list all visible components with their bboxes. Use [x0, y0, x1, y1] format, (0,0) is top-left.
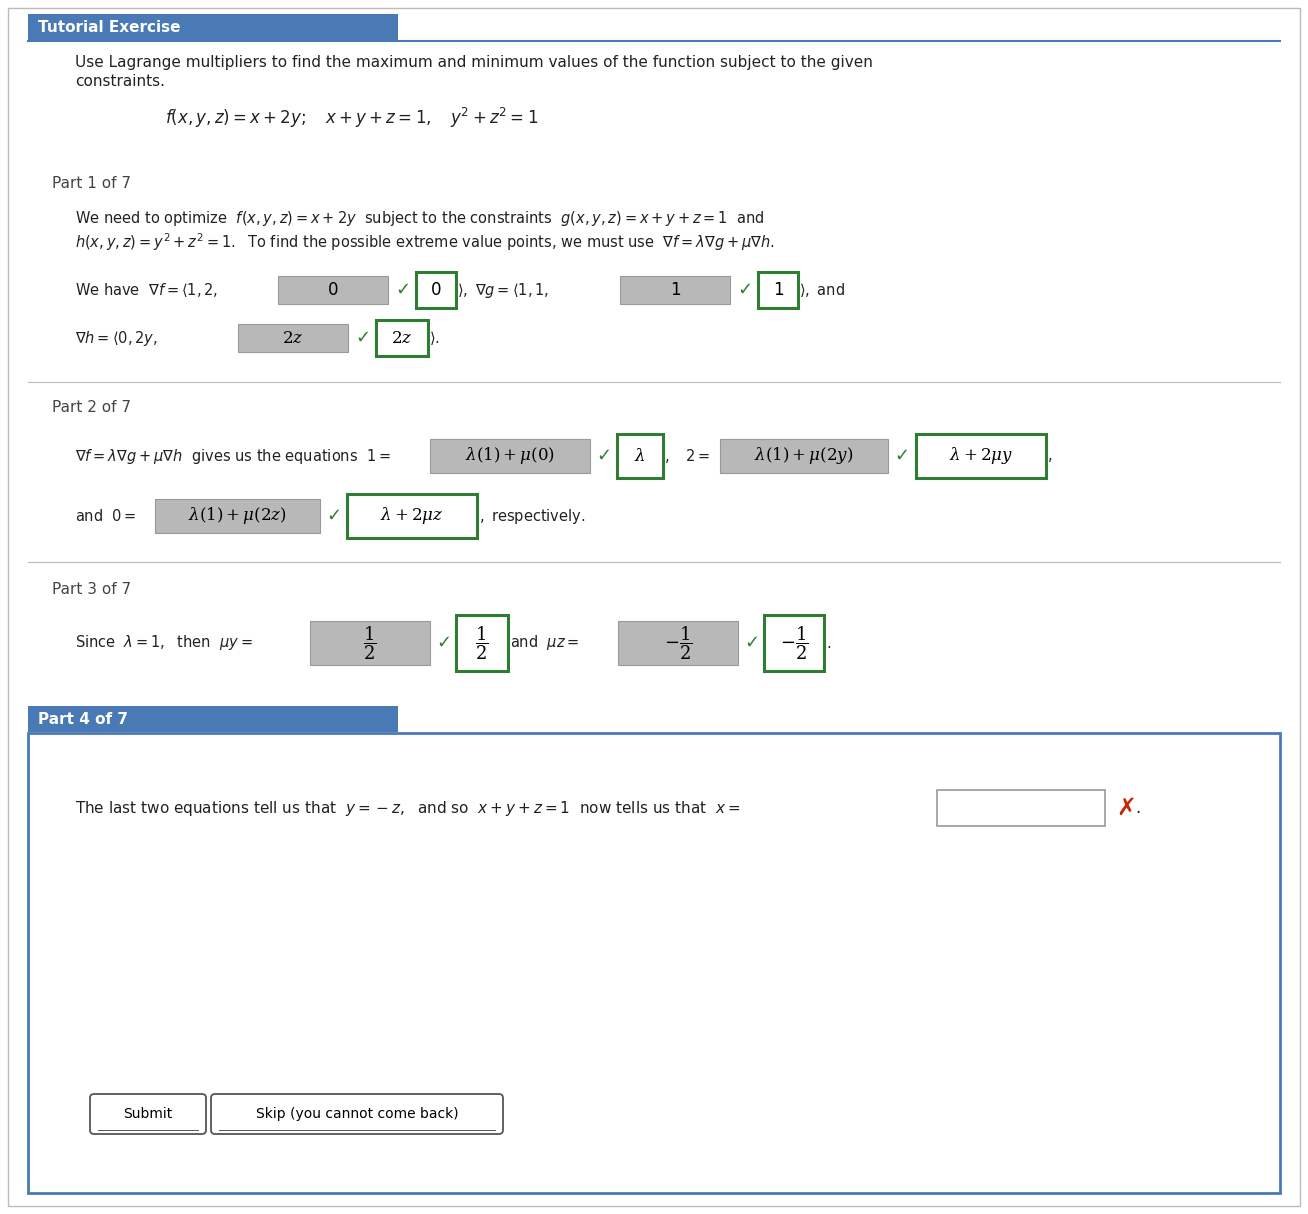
Text: and  $0 =$: and $0 =$ — [75, 507, 136, 524]
Text: $\lambda(1)+\mu(0)$: $\lambda(1)+\mu(0)$ — [466, 446, 555, 466]
Text: $.$: $.$ — [825, 635, 831, 651]
FancyBboxPatch shape — [8, 8, 1300, 1206]
Text: $\lambda+2\mu y$: $\lambda+2\mu y$ — [948, 446, 1014, 466]
FancyBboxPatch shape — [347, 494, 477, 538]
FancyBboxPatch shape — [430, 439, 590, 473]
FancyBboxPatch shape — [279, 276, 388, 304]
FancyBboxPatch shape — [759, 272, 798, 308]
Text: $\lambda(1)+\mu(2y)$: $\lambda(1)+\mu(2y)$ — [755, 446, 854, 466]
Text: Use Lagrange multipliers to find the maximum and minimum values of the function : Use Lagrange multipliers to find the max… — [75, 55, 872, 69]
Text: $\rangle,$: $\rangle,$ — [456, 280, 468, 299]
Text: $\lambda+2\mu z$: $\lambda+2\mu z$ — [381, 505, 443, 527]
FancyBboxPatch shape — [916, 433, 1046, 478]
FancyBboxPatch shape — [238, 324, 348, 352]
Text: ✗: ✗ — [1116, 796, 1135, 819]
Text: $2z$: $2z$ — [391, 329, 413, 347]
FancyBboxPatch shape — [156, 499, 320, 533]
Text: Part 2 of 7: Part 2 of 7 — [52, 401, 131, 415]
FancyBboxPatch shape — [211, 1094, 504, 1134]
Text: $2z$: $2z$ — [283, 329, 303, 347]
Text: 0: 0 — [328, 280, 339, 299]
Text: $\lambda(1)+\mu(2z)$: $\lambda(1)+\mu(2z)$ — [188, 505, 286, 527]
Text: constraints.: constraints. — [75, 74, 165, 90]
Text: .: . — [1135, 799, 1141, 817]
Text: Since  $\lambda = 1,$  then  $\mu y =$: Since $\lambda = 1,$ then $\mu y =$ — [75, 634, 252, 652]
FancyBboxPatch shape — [937, 790, 1105, 826]
FancyBboxPatch shape — [27, 733, 1281, 1193]
Text: ✓: ✓ — [895, 447, 909, 465]
Text: ✓: ✓ — [437, 634, 451, 652]
FancyBboxPatch shape — [620, 276, 730, 304]
FancyBboxPatch shape — [310, 622, 430, 665]
Text: Part 1 of 7: Part 1 of 7 — [52, 176, 131, 192]
Text: We have  $\nabla f = \langle 1, 2,$: We have $\nabla f = \langle 1, 2,$ — [75, 280, 218, 299]
FancyBboxPatch shape — [719, 439, 888, 473]
Text: $\lambda$: $\lambda$ — [634, 447, 646, 465]
Text: $\nabla g = \langle 1, 1,$: $\nabla g = \langle 1, 1,$ — [475, 280, 549, 300]
Text: ✓: ✓ — [327, 507, 341, 524]
Text: Part 4 of 7: Part 4 of 7 — [38, 711, 128, 726]
Text: $\nabla h = \langle 0, 2y,$: $\nabla h = \langle 0, 2y,$ — [75, 329, 158, 347]
Text: 1: 1 — [773, 280, 783, 299]
Text: ✓: ✓ — [596, 447, 612, 465]
Text: ✓: ✓ — [738, 280, 752, 299]
Text: $-\dfrac{1}{2}$: $-\dfrac{1}{2}$ — [663, 624, 692, 662]
Text: Part 3 of 7: Part 3 of 7 — [52, 583, 131, 597]
Text: and  $\mu z =$: and $\mu z =$ — [510, 634, 579, 652]
Text: 0: 0 — [430, 280, 441, 299]
Text: We need to optimize  $f(x, y, z) = x + 2y$  subject to the constraints  $g(x, y,: We need to optimize $f(x, y, z) = x + 2y… — [75, 209, 765, 227]
Text: $\dfrac{1}{2}$: $\dfrac{1}{2}$ — [475, 624, 489, 662]
Text: $-\dfrac{1}{2}$: $-\dfrac{1}{2}$ — [780, 624, 808, 662]
Text: $\nabla f = \lambda \nabla g + \mu \nabla h$  gives us the equations  $1 =$: $\nabla f = \lambda \nabla g + \mu \nabl… — [75, 447, 391, 465]
Text: ✓: ✓ — [356, 329, 370, 347]
Text: $\dfrac{1}{2}$: $\dfrac{1}{2}$ — [364, 624, 377, 662]
FancyBboxPatch shape — [764, 615, 824, 671]
Text: ✓: ✓ — [395, 280, 411, 299]
Text: $,\quad 2 =$: $,\quad 2 =$ — [664, 447, 710, 465]
Text: Submit: Submit — [123, 1107, 173, 1121]
FancyBboxPatch shape — [27, 707, 398, 732]
FancyBboxPatch shape — [456, 615, 508, 671]
Text: Skip (you cannot come back): Skip (you cannot come back) — [255, 1107, 458, 1121]
Text: $h(x, y, z) = y^2 + z^2 = 1.$  To find the possible extreme value points, we mus: $h(x, y, z) = y^2 + z^2 = 1.$ To find th… — [75, 231, 774, 253]
FancyBboxPatch shape — [375, 320, 428, 356]
Text: $\rangle.$: $\rangle.$ — [429, 329, 439, 347]
FancyBboxPatch shape — [617, 433, 663, 478]
Text: $f(x,y,z) = x + 2y;\quad x + y + z = 1,\quad y^2 + z^2 = 1$: $f(x,y,z) = x + 2y;\quad x + y + z = 1,\… — [165, 106, 539, 130]
Text: The last two equations tell us that  $y = -z,$  and so  $x + y + z = 1$  now tel: The last two equations tell us that $y =… — [75, 799, 740, 817]
FancyBboxPatch shape — [27, 15, 398, 40]
FancyBboxPatch shape — [617, 622, 738, 665]
Text: 1: 1 — [670, 280, 680, 299]
Text: $,$ respectively.: $,$ respectively. — [479, 506, 586, 526]
Text: $,$: $,$ — [1046, 448, 1052, 464]
FancyBboxPatch shape — [90, 1094, 205, 1134]
Text: $\rangle,$ and: $\rangle,$ and — [799, 280, 845, 299]
FancyBboxPatch shape — [416, 272, 456, 308]
Text: Tutorial Exercise: Tutorial Exercise — [38, 19, 181, 34]
Text: ✓: ✓ — [744, 634, 760, 652]
